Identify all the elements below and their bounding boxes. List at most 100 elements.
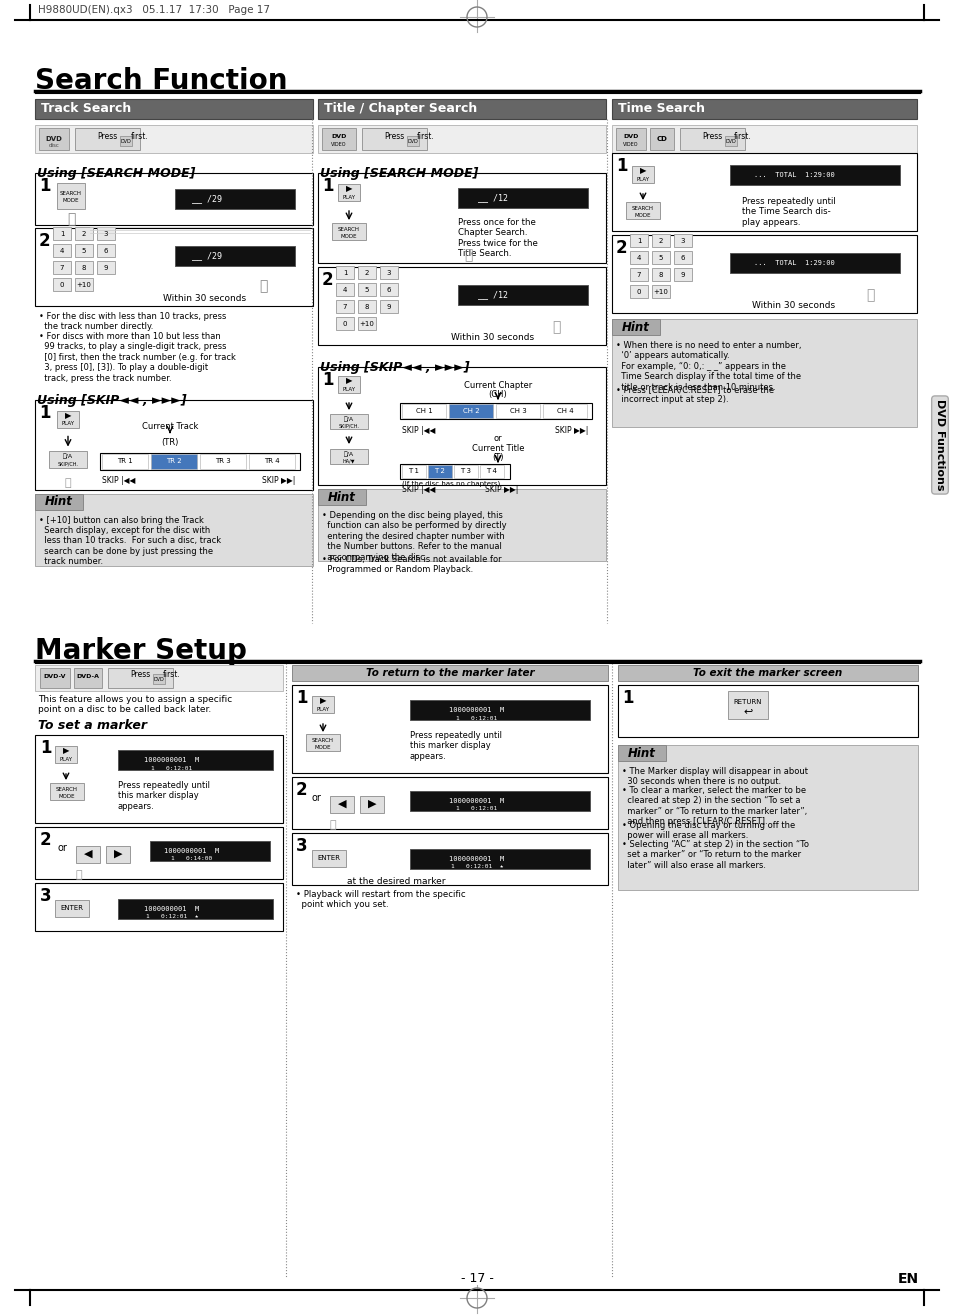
Text: TR 3: TR 3: [214, 458, 231, 463]
Bar: [53, 277, 71, 291]
Text: Current Title: Current Title: [471, 444, 524, 452]
Text: 2: 2: [295, 781, 307, 800]
Text: ...  TOTAL  1:29:00: ... TOTAL 1:29:00: [753, 260, 834, 266]
Text: T 1: T 1: [408, 468, 419, 473]
Text: 5: 5: [659, 255, 662, 260]
Text: 6: 6: [680, 255, 684, 260]
Text: Press repeatedly until
this marker display
appears.: Press repeatedly until this marker displ…: [410, 731, 501, 761]
Text: 1: 1: [616, 156, 627, 175]
Text: Hint: Hint: [627, 747, 656, 760]
Text: 1   0:12:01: 1 0:12:01: [456, 806, 497, 811]
Text: (CH): (CH): [488, 391, 507, 398]
Text: • For discs with more than 10 but less than
  99 tracks, to play a single-digit : • For discs with more than 10 but less t…: [39, 331, 235, 383]
Text: SEARCH: SEARCH: [312, 738, 334, 743]
Bar: [618, 746, 665, 761]
Bar: [57, 410, 79, 427]
Text: Within 30 seconds: Within 30 seconds: [451, 333, 534, 342]
Bar: [410, 849, 589, 869]
Text: ✋: ✋: [76, 871, 83, 880]
Text: T 2: T 2: [435, 468, 445, 473]
Text: This feature allows you to assign a specific
point on a disc to be called back l: This feature allows you to assign a spec…: [38, 696, 232, 714]
Text: 1   0:12:01: 1 0:12:01: [456, 715, 497, 721]
Bar: [651, 285, 669, 299]
Text: 1: 1: [636, 238, 640, 243]
Bar: [57, 183, 85, 209]
Bar: [312, 849, 346, 867]
Text: Title / Chapter Search: Title / Chapter Search: [324, 103, 476, 114]
Bar: [379, 300, 397, 313]
Text: 3: 3: [40, 888, 51, 905]
Text: SEARCH: SEARCH: [56, 786, 78, 792]
Bar: [401, 404, 446, 418]
Text: +10: +10: [359, 321, 374, 326]
Text: Current Track: Current Track: [142, 422, 198, 430]
Bar: [631, 166, 654, 183]
Text: SKIP ▶▶|: SKIP ▶▶|: [554, 426, 587, 435]
Text: RETURN: RETURN: [733, 700, 761, 705]
Bar: [306, 734, 339, 751]
Bar: [102, 454, 148, 468]
Bar: [151, 454, 196, 468]
Text: 9: 9: [104, 264, 108, 271]
Text: Time Search: Time Search: [618, 103, 704, 114]
Bar: [679, 128, 744, 150]
Text: Track Search: Track Search: [41, 103, 132, 114]
Text: 0: 0: [60, 281, 64, 288]
Text: 1: 1: [322, 178, 334, 195]
Text: SKIP ▶▶|: SKIP ▶▶|: [261, 476, 294, 484]
Text: __ /29: __ /29: [192, 195, 222, 204]
Text: 6: 6: [104, 247, 108, 254]
Bar: [75, 260, 92, 274]
Text: ▶: ▶: [113, 849, 122, 859]
Text: CH 1: CH 1: [416, 408, 432, 414]
Text: DVD: DVD: [622, 134, 638, 138]
Text: PLAY: PLAY: [59, 756, 72, 761]
Bar: [53, 260, 71, 274]
Bar: [292, 777, 607, 828]
Bar: [317, 99, 605, 118]
Text: ▶: ▶: [63, 747, 70, 756]
Text: DVD: DVD: [331, 134, 346, 138]
Text: ▶: ▶: [367, 800, 375, 809]
Text: 1: 1: [295, 689, 307, 707]
Text: 9: 9: [386, 304, 391, 309]
Text: Using [SKIP◄◄ , ►►►]: Using [SKIP◄◄ , ►►►]: [319, 362, 469, 373]
Text: __ /29: __ /29: [192, 251, 222, 260]
Bar: [379, 283, 397, 296]
Bar: [150, 842, 270, 861]
Text: 4: 4: [637, 255, 640, 260]
Text: 0: 0: [636, 288, 640, 295]
Text: (If the disc has no chapters): (If the disc has no chapters): [401, 480, 499, 487]
Text: • To clear a marker, select the marker to be
  cleared at step 2) in the section: • To clear a marker, select the marker t…: [621, 786, 806, 826]
Text: DVD: DVD: [46, 135, 62, 142]
Text: 2: 2: [40, 831, 51, 849]
Bar: [625, 203, 659, 220]
Text: MODE: MODE: [634, 213, 651, 217]
Text: To return to the marker later: To return to the marker later: [365, 668, 534, 679]
Bar: [174, 246, 294, 266]
Bar: [612, 235, 916, 313]
Bar: [651, 268, 669, 281]
Bar: [335, 300, 354, 313]
Text: DVD: DVD: [407, 138, 418, 143]
Text: HA/▼: HA/▼: [342, 459, 355, 463]
Text: +10: +10: [76, 281, 91, 288]
Text: __ /12: __ /12: [477, 291, 507, 300]
Bar: [399, 464, 510, 479]
Text: 2: 2: [616, 239, 627, 256]
Text: Press: Press: [130, 669, 150, 679]
Bar: [249, 454, 294, 468]
Bar: [35, 400, 313, 489]
Text: 1000000001  M: 1000000001 M: [164, 848, 219, 853]
Bar: [335, 283, 354, 296]
Bar: [727, 690, 767, 719]
Bar: [618, 685, 917, 736]
Bar: [292, 685, 607, 773]
Text: EN: EN: [897, 1272, 918, 1286]
Text: +10: +10: [653, 288, 668, 295]
Bar: [35, 227, 313, 306]
Bar: [152, 675, 165, 684]
Text: DVD Functions: DVD Functions: [934, 400, 944, 490]
Text: 2: 2: [322, 271, 334, 289]
Bar: [428, 466, 452, 477]
